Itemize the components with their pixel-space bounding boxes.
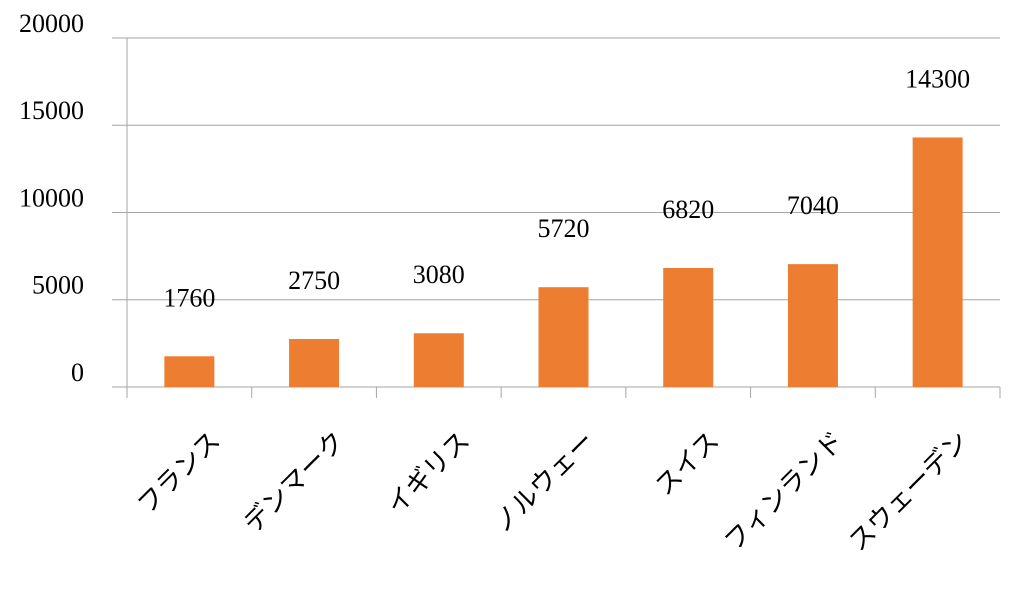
- data-label: 6820: [662, 195, 714, 224]
- x-tick-label: イギリス: [381, 426, 475, 520]
- x-tick-label: フィンランド: [719, 426, 849, 556]
- bar: [663, 267, 714, 387]
- data-label: 7040: [787, 191, 839, 220]
- bar: [538, 287, 589, 387]
- y-tick-label: 0: [71, 358, 84, 387]
- x-tick-label: ノルウェー: [488, 426, 600, 538]
- bar: [289, 339, 340, 387]
- x-tick-label: デンマーク: [238, 426, 350, 538]
- y-tick-label: 20000: [19, 9, 84, 38]
- bar: [413, 333, 464, 387]
- x-tick-label: スイス: [650, 426, 725, 501]
- data-label: 2750: [288, 266, 340, 295]
- bar: [787, 264, 838, 387]
- x-tick-label: フランス: [132, 426, 226, 520]
- y-tick-label: 10000: [19, 183, 84, 212]
- y-tick-label: 5000: [32, 271, 84, 300]
- data-label: 1760: [163, 283, 215, 312]
- bar: [912, 137, 963, 387]
- x-tick-label: スウェーデン: [843, 426, 974, 557]
- data-label: 3080: [413, 260, 465, 289]
- data-label: 14300: [905, 64, 970, 93]
- y-tick-label: 15000: [19, 96, 84, 125]
- bar: [164, 356, 215, 387]
- data-label: 5720: [538, 214, 590, 243]
